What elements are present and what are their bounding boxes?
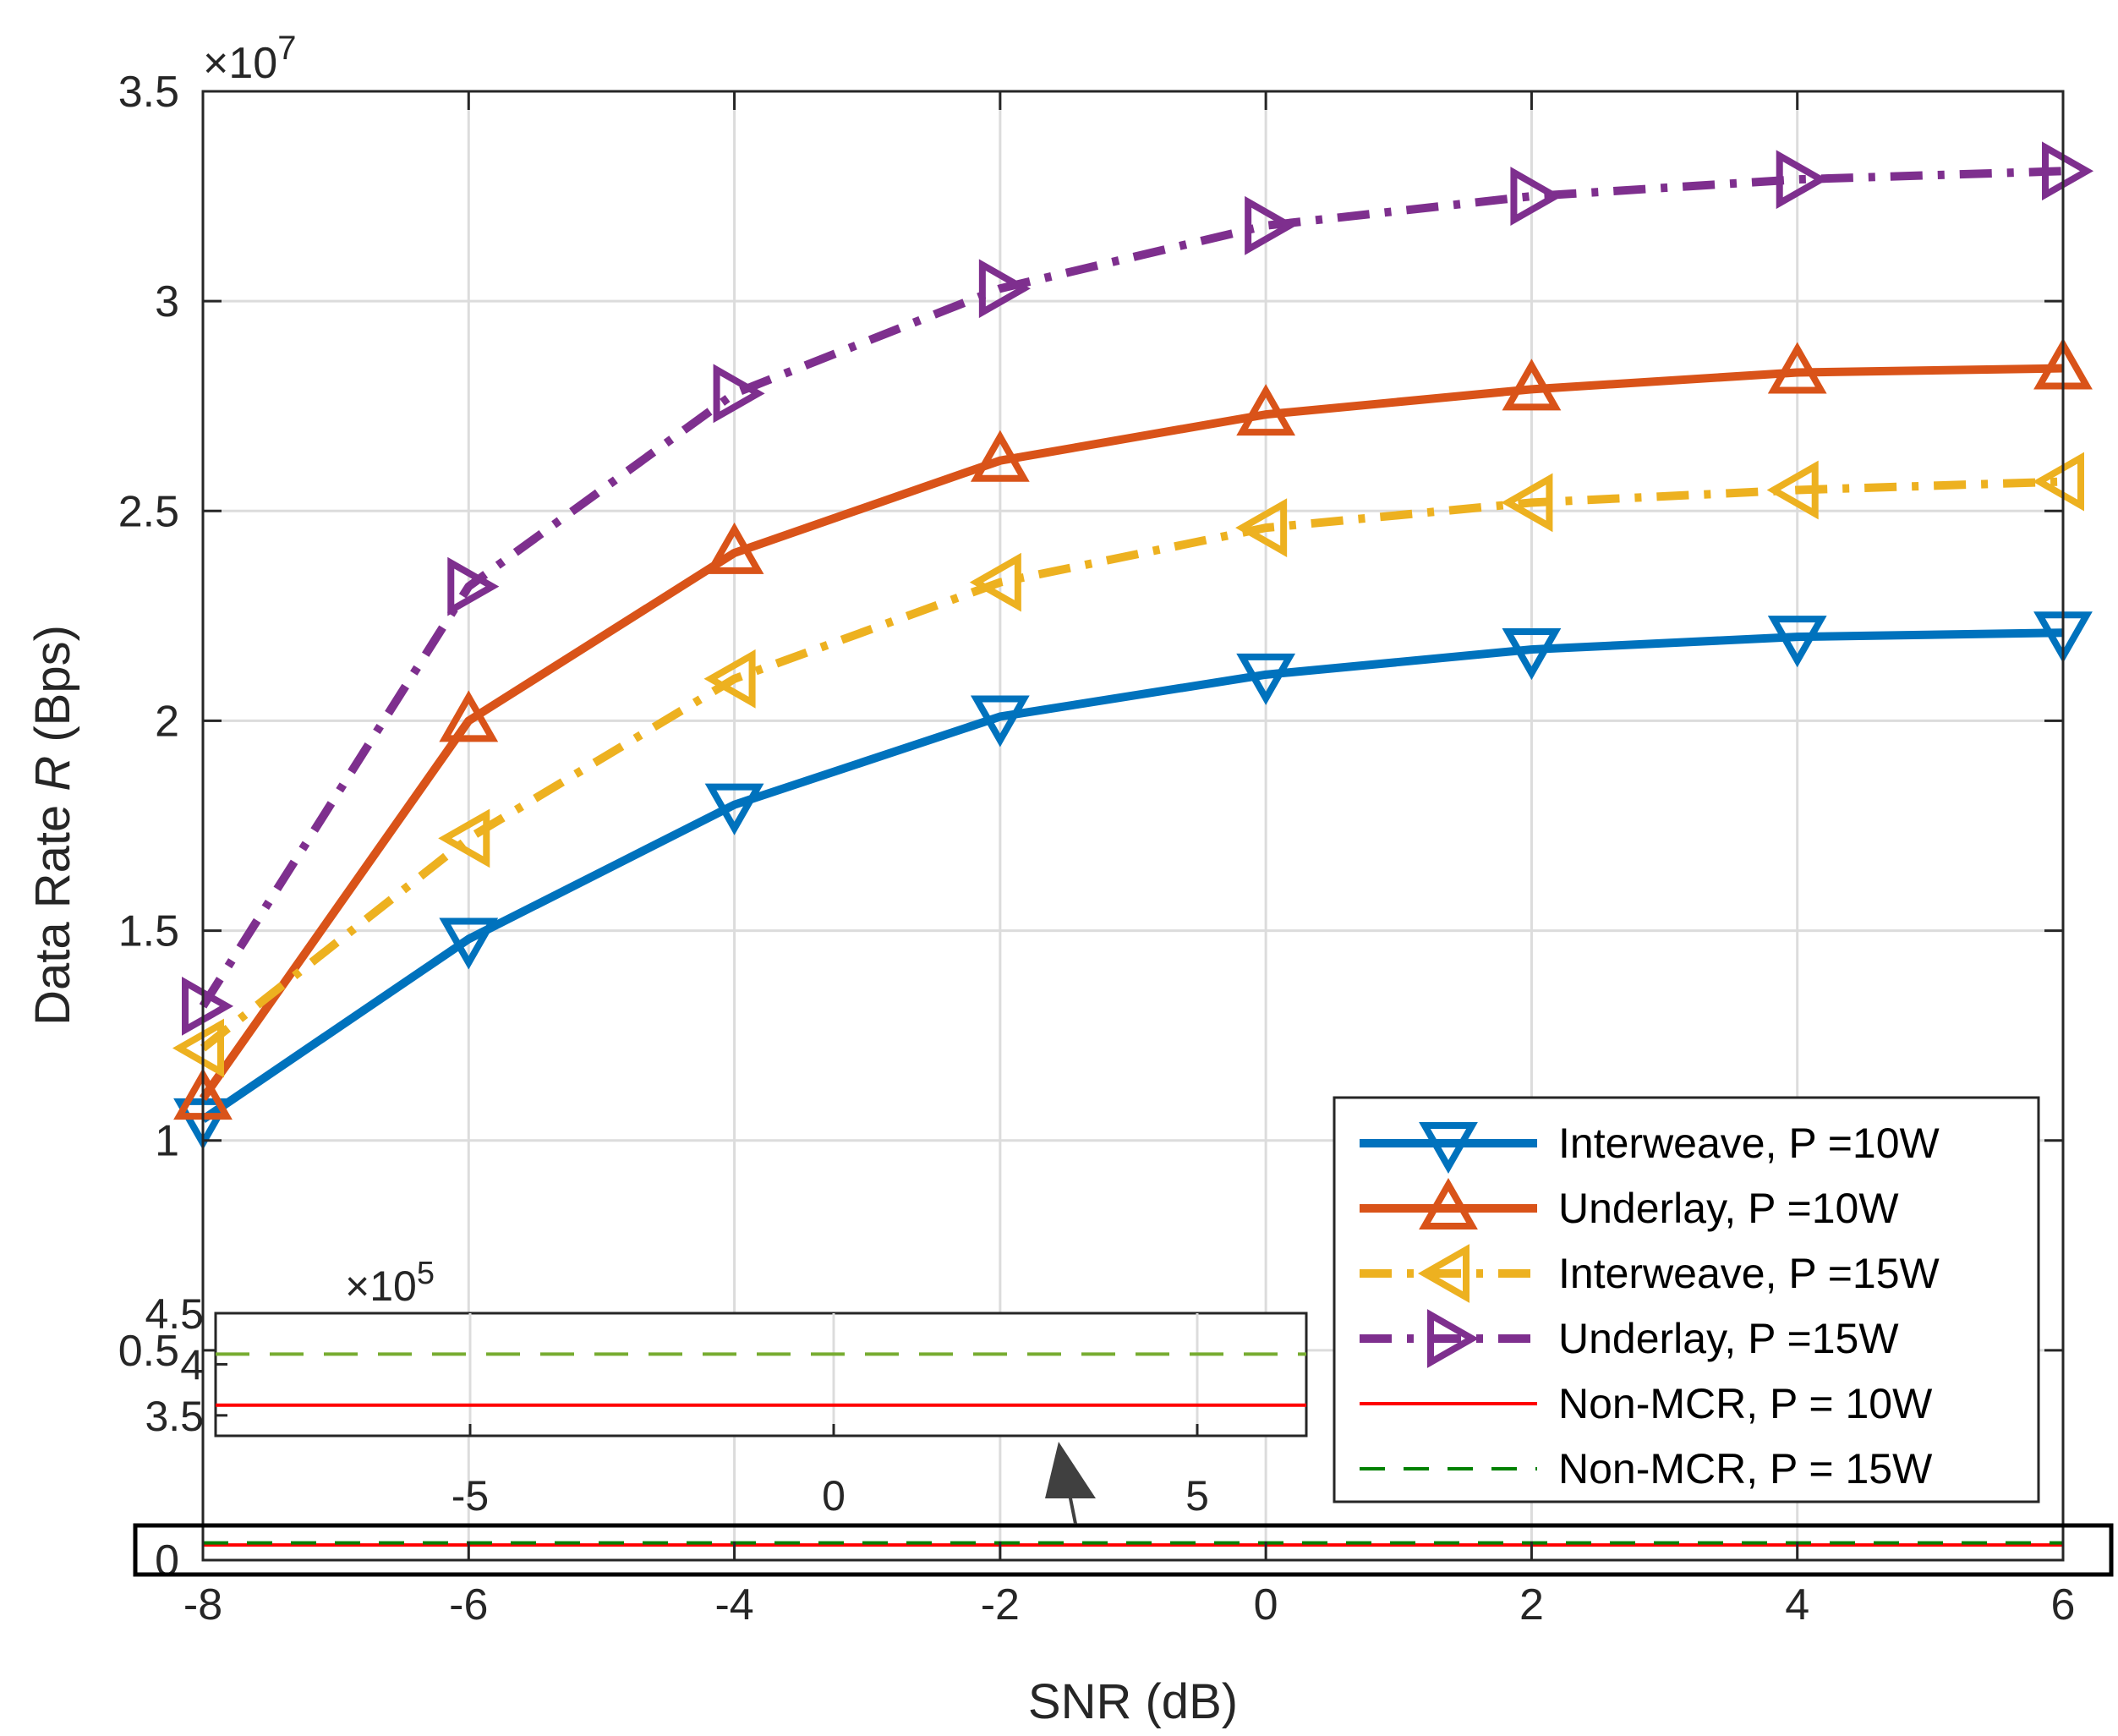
zoom-highlight-box [133, 1523, 2114, 1577]
inset-y-multiplier: ×105 [345, 1256, 435, 1310]
data-point-marker [1501, 473, 1553, 533]
data-point-marker [2042, 141, 2094, 201]
legend-label: Interweave, P =10W [1558, 1120, 1940, 1167]
inset-x-tick-label: 0 [822, 1472, 846, 1520]
zoom-arrow-head [1045, 1442, 1096, 1498]
legend-label: Underlay, P =15W [1558, 1315, 1899, 1362]
data-point-marker [713, 364, 765, 424]
legend-label: Interweave, P =15W [1558, 1250, 1940, 1297]
inset-y-tick-label: 4.5 [145, 1290, 204, 1338]
x-tick-label: 6 [2051, 1580, 2076, 1629]
series-interweave-p-15w [172, 452, 2084, 1078]
data-point-marker [439, 917, 499, 970]
series-line [199, 364, 2064, 1101]
x-axis-label: SNR (dB) [1028, 1674, 1238, 1729]
y-tick-label: 1 [155, 1117, 179, 1166]
y-axis-label: Data Rate R (Bps) [25, 625, 80, 1026]
data-point-marker [978, 259, 1031, 319]
inset-grid [468, 1313, 1199, 1436]
x-tick-label: 2 [1519, 1580, 1544, 1629]
legend-swatch-marker [1419, 1122, 1478, 1175]
data-point-marker [447, 556, 500, 616]
data-point-marker [1502, 628, 1562, 681]
legend-item-non-mcr-p-15w: Non-MCR, P = 15W [1360, 1445, 1933, 1492]
series-line [200, 477, 2064, 1052]
data-point-marker [970, 430, 1030, 482]
legend-item-interweave-p-10w: Interweave, P =10W [1360, 1120, 1940, 1175]
series-line [199, 167, 2064, 1009]
inset-frame [214, 1312, 1308, 1438]
y-tick-label: 1.5 [118, 907, 179, 956]
inset-x-tick-label: 5 [1185, 1472, 1209, 1520]
x-tick-label: 0 [1254, 1580, 1278, 1629]
data-point-marker [439, 690, 499, 742]
legend-swatch-marker [1419, 1177, 1478, 1229]
inset-y-tick-label: 3.5 [145, 1393, 204, 1440]
series-underlay-p-15w [182, 141, 2094, 1036]
data-point-marker [1502, 359, 1562, 411]
legend-swatch-marker [1427, 1309, 1480, 1368]
data-point-marker [1767, 342, 1827, 394]
data-point-marker [182, 977, 234, 1036]
y-axis-label-main: Data Rate [25, 791, 80, 1026]
data-point-marker [438, 808, 490, 868]
plot-frame [201, 90, 2065, 1562]
y-axis-label-unit: (Bps) [25, 625, 80, 756]
inset-chart: -5 0 53.544.5 ×105 [145, 1256, 1308, 1520]
legend-label: Non-MCR, P = 10W [1558, 1380, 1933, 1427]
inset-x-tick-label: -5 [452, 1472, 489, 1520]
x-tick-label: -4 [714, 1580, 753, 1629]
series-line [200, 628, 2064, 1124]
inset-ticks: -5 0 5 3.5 44.5 [145, 1290, 1208, 1520]
y-tick-label: 3.5 [118, 68, 179, 117]
x-tick-label: -2 [981, 1580, 1020, 1629]
data-point-marker [1235, 498, 1288, 558]
data-point-marker [1776, 150, 1828, 210]
legend-item-interweave-p-15w: Interweave, P =15W [1360, 1244, 1940, 1303]
data-point-marker [1767, 616, 1827, 668]
data-point-marker [704, 783, 764, 835]
data-point-marker [1510, 167, 1563, 226]
data-point-marker [2032, 452, 2084, 512]
legend-item-non-mcr-p-10w: Non-MCR, P = 10W [1360, 1380, 1933, 1427]
data-point-marker [704, 522, 764, 574]
data-point-marker [1245, 195, 1297, 255]
y-axis-label-var: R [25, 756, 80, 791]
inset-y-tick-label: 4 [180, 1341, 204, 1388]
inset-y-multiplier-base: ×10 [345, 1262, 417, 1310]
y-multiplier: ×107 [203, 30, 296, 88]
inset-y-multiplier-exp: 5 [417, 1256, 435, 1291]
legend-label: Non-MCR, P = 15W [1558, 1445, 1933, 1492]
legend-item-underlay-p-10w: Underlay, P =10W [1360, 1177, 1899, 1232]
legend: Interweave, P =10W Underlay, P =10W Interw… [1333, 1096, 2040, 1503]
data-point-marker [1236, 384, 1296, 436]
legend-item-underlay-p-15w: Underlay, P =15W [1360, 1309, 1899, 1368]
y-tick-label: 3 [155, 277, 179, 326]
y-tick-label: 0.5 [118, 1327, 179, 1376]
y-multiplier-base: ×10 [203, 39, 277, 88]
axis-ticks: -8 -6 -4 -2 0 2 4 6 0 0.5 1 1.5 2 2.5 3 3.5 [118, 68, 2076, 1629]
data-point-marker [703, 649, 756, 709]
zoom-arrow [1045, 1442, 1096, 1525]
inset-lines [216, 1352, 1306, 1407]
data-point-marker [970, 695, 1030, 748]
data-point-marker [1236, 653, 1296, 705]
series-layer [172, 141, 2094, 1547]
legend-swatch-marker [1417, 1244, 1469, 1303]
data-point-marker [1766, 460, 1819, 520]
data-point-marker [172, 1018, 224, 1078]
y-tick-label: 2 [155, 697, 179, 746]
y-tick-label: 2.5 [118, 487, 179, 536]
y-tick-label: 0 [155, 1536, 179, 1585]
x-tick-label: -6 [449, 1580, 488, 1629]
y-multiplier-exp: 7 [277, 30, 296, 67]
data-point-marker [969, 552, 1021, 612]
x-tick-label: 4 [1785, 1580, 1809, 1629]
legend-label: Underlay, P =10W [1558, 1185, 1899, 1232]
x-tick-label: -8 [183, 1580, 222, 1629]
